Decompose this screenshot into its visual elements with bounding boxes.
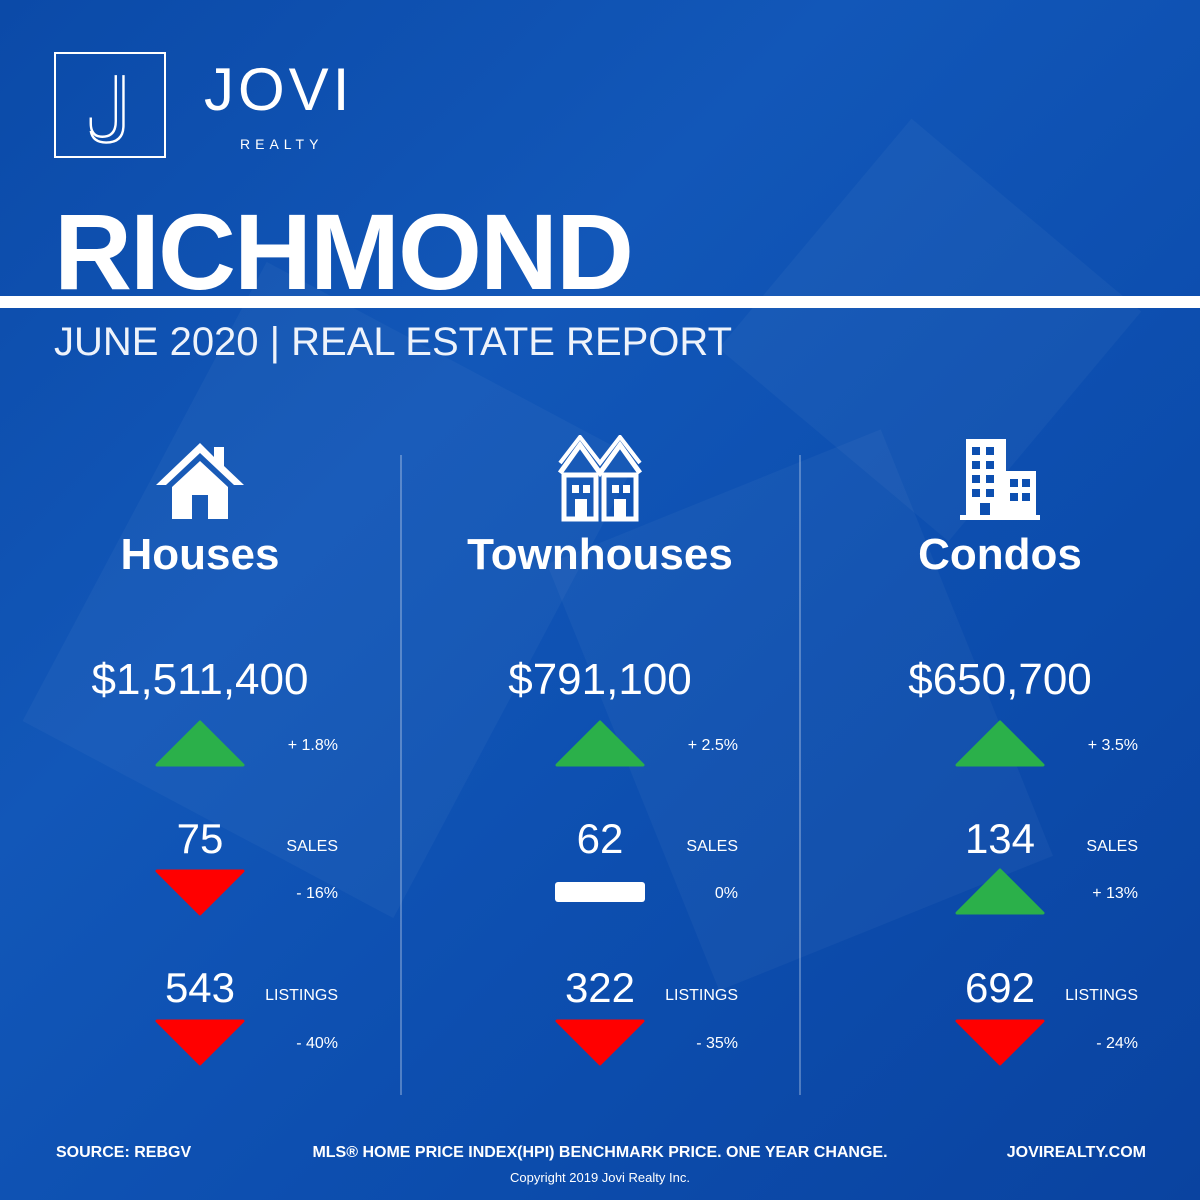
- listings-count: 543: [164, 964, 236, 1011]
- benchmark-price: $650,700: [908, 655, 1092, 704]
- benchmark-price: $791,100: [508, 655, 692, 704]
- price-change: + 1.8%: [287, 737, 338, 754]
- townhouse-icon: [557, 435, 643, 522]
- listings-count: 322: [564, 964, 636, 1011]
- listings-change: - 40%: [296, 1035, 338, 1052]
- logo: [54, 52, 166, 158]
- listings-change: - 35%: [696, 1035, 738, 1052]
- listings-change: - 24%: [1096, 1035, 1138, 1052]
- townhouses-column: Townhouses $791,100 + 2.5% 62 SALES 0% 3…: [400, 430, 800, 1070]
- website-link[interactable]: JOVIREALTY.COM: [1006, 1144, 1146, 1161]
- down-arrow-icon: [955, 1019, 1045, 1066]
- houses-column: Houses $1,511,400 + 1.8% 75 SALES - 16% …: [0, 430, 400, 1070]
- up-arrow-icon: [955, 720, 1045, 767]
- sales-label: SALES: [686, 838, 738, 855]
- sales-change: 0%: [714, 885, 738, 902]
- sales-count: 62: [576, 815, 624, 862]
- source-note: SOURCE: REBGV: [56, 1144, 192, 1161]
- j-monogram-icon: [89, 75, 125, 144]
- listings-label: LISTINGS: [665, 987, 738, 1004]
- sales-change: - 16%: [296, 885, 338, 902]
- listings-count: 692: [964, 964, 1036, 1011]
- sales-label: SALES: [1086, 838, 1138, 855]
- sales-count: 134: [964, 815, 1036, 862]
- condos-column: Condos $650,700 + 3.5% 134 SALES + 13% 6…: [800, 430, 1200, 1070]
- category-title: Townhouses: [467, 530, 733, 579]
- down-arrow-icon: [155, 1019, 245, 1066]
- sales-count: 75: [176, 815, 224, 862]
- brand-name: JOVI: [204, 56, 354, 123]
- page-title: RICHMOND: [54, 191, 634, 312]
- report-subtitle: JUNE 2020 | REAL ESTATE REPORT: [54, 320, 733, 364]
- methodology-note: MLS® HOME PRICE INDEX(HPI) BENCHMARK PRI…: [312, 1144, 888, 1161]
- down-arrow-icon: [555, 1019, 645, 1066]
- listings-label: LISTINGS: [265, 987, 338, 1004]
- column-divider: [799, 455, 801, 1095]
- category-title: Condos: [918, 530, 1082, 579]
- up-arrow-icon: [555, 720, 645, 767]
- sales-change: + 13%: [1092, 885, 1138, 902]
- sales-label: SALES: [286, 838, 338, 855]
- listings-label: LISTINGS: [1065, 987, 1138, 1004]
- condo-building-icon: [960, 439, 1040, 520]
- price-change: + 3.5%: [1087, 737, 1138, 754]
- column-divider: [400, 455, 402, 1095]
- benchmark-price: $1,511,400: [91, 655, 309, 704]
- title-rule: [0, 296, 1200, 308]
- copyright: Copyright 2019 Jovi Realty Inc.: [510, 1170, 690, 1185]
- down-arrow-icon: [155, 869, 245, 916]
- up-arrow-icon: [955, 868, 1045, 915]
- category-title: Houses: [120, 530, 280, 579]
- brand-subtitle: REALTY: [240, 136, 324, 152]
- house-icon: [156, 443, 244, 519]
- price-change: + 2.5%: [687, 737, 738, 754]
- no-change-bar-icon: [555, 882, 645, 902]
- up-arrow-icon: [155, 720, 245, 767]
